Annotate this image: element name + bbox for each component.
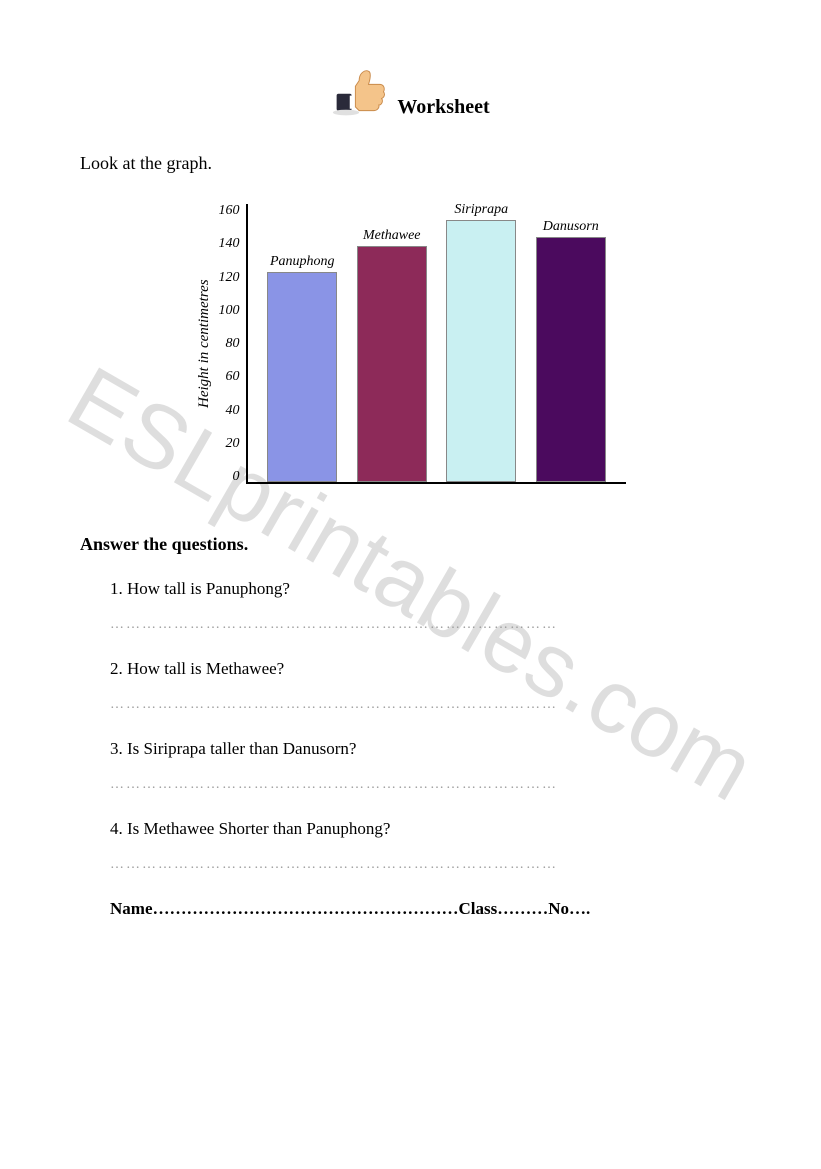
answer-line[interactable]: …………………………………………………………………………: [110, 857, 741, 873]
bar: [267, 272, 337, 482]
question: 4. Is Methawee Shorter than Panuphong?: [110, 819, 741, 839]
bar-group: Panuphong: [262, 254, 342, 482]
bar-group: Danusorn: [531, 219, 611, 482]
y-tick: 160: [219, 204, 240, 218]
y-tick: 100: [219, 304, 240, 318]
class-dots[interactable]: ………: [497, 899, 548, 918]
answer-line[interactable]: …………………………………………………………………………: [110, 777, 741, 793]
bar-label: Danusorn: [543, 219, 599, 235]
answer-heading: Answer the questions.: [80, 534, 741, 555]
y-tick: 140: [219, 237, 240, 251]
page: Worksheet Look at the graph. Height in c…: [0, 0, 821, 959]
bar-label: Siriprapa: [454, 202, 508, 218]
bar: [357, 246, 427, 482]
header: Worksheet: [80, 60, 741, 125]
y-tick: 60: [226, 370, 240, 384]
intro-text: Look at the graph.: [80, 153, 741, 174]
chart-container: Height in centimetres 160 140 120 100 80 60 40…: [80, 204, 741, 484]
question: 2. How tall is Methawee?: [110, 659, 741, 679]
bar-label: Methawee: [363, 228, 421, 244]
bar: [536, 237, 606, 482]
question-list: 1. How tall is Panuphong? …………………………………………: [80, 579, 741, 873]
answer-line[interactable]: …………………………………………………………………………: [110, 617, 741, 633]
no-dots[interactable]: ….: [569, 899, 590, 918]
class-label: Class: [458, 899, 497, 918]
question: 1. How tall is Panuphong?: [110, 579, 741, 599]
bar: [446, 220, 516, 483]
page-title: Worksheet: [397, 96, 489, 125]
thumbs-up-icon: [331, 60, 391, 125]
name-dots[interactable]: ………………………………………………: [152, 899, 458, 918]
y-tick: 80: [226, 337, 240, 351]
bar-group: Methawee: [352, 228, 432, 482]
y-tick: 40: [226, 404, 240, 418]
y-tick: 20: [226, 437, 240, 451]
bar-group: Siriprapa: [441, 202, 521, 483]
name-label: Name: [110, 899, 152, 918]
question: 3. Is Siriprapa taller than Danusorn?: [110, 739, 741, 759]
bar-label: Panuphong: [270, 254, 335, 270]
chart-plot-area: Panuphong Methawee Siriprapa Danusorn: [246, 204, 626, 484]
y-axis-label: Height in centimetres: [196, 214, 213, 474]
footer-line: Name………………………………………………Class………No….: [80, 899, 741, 919]
y-tick: 120: [219, 271, 240, 285]
answer-line[interactable]: …………………………………………………………………………: [110, 697, 741, 713]
y-tick: 0: [233, 470, 240, 484]
y-axis-ticks: 160 140 120 100 80 60 40 20 0: [219, 204, 246, 484]
no-label: No: [548, 899, 569, 918]
